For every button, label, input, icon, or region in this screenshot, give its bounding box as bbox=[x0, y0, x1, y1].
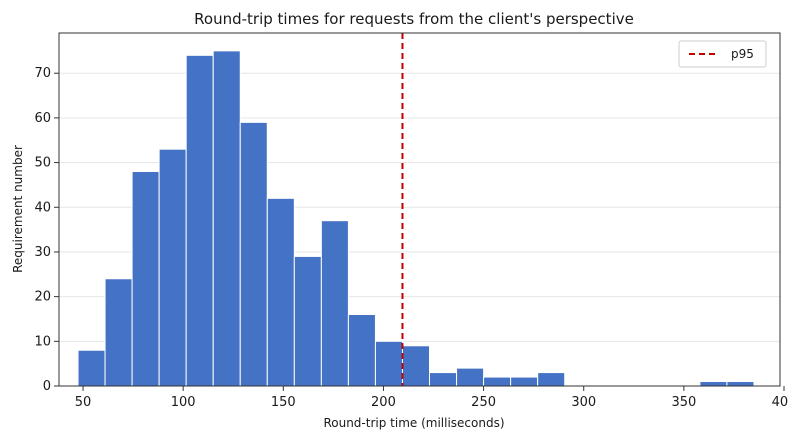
legend-label-p95: p95 bbox=[731, 47, 754, 61]
histogram-bar-2 bbox=[131, 171, 160, 387]
chart-title: Round-trip times for requests from the c… bbox=[194, 10, 634, 28]
histogram-bar-14 bbox=[456, 367, 485, 387]
y-tick-label-60: 60 bbox=[34, 111, 51, 126]
legend: p95 bbox=[678, 40, 767, 68]
legend-box bbox=[678, 40, 767, 68]
histogram-bar-3 bbox=[158, 148, 187, 387]
histogram-bar-1 bbox=[104, 278, 133, 387]
histogram-bar-17 bbox=[537, 372, 566, 387]
histogram-bar-4 bbox=[185, 54, 214, 387]
x-tick-label-200: 200 bbox=[371, 395, 396, 410]
x-tick-label-50: 50 bbox=[75, 395, 92, 410]
histogram-bar-12 bbox=[401, 345, 431, 387]
x-tick-label-350: 350 bbox=[671, 395, 696, 410]
y-tick-label-50: 50 bbox=[34, 156, 51, 171]
histogram-bar-7 bbox=[266, 197, 295, 387]
histogram-bars bbox=[77, 50, 755, 387]
histogram-bar-11 bbox=[374, 340, 403, 387]
y-tick-label-40: 40 bbox=[34, 200, 51, 215]
histogram-bar-0 bbox=[77, 349, 106, 387]
histogram-bar-15 bbox=[483, 376, 512, 387]
histogram-bar-23 bbox=[699, 381, 728, 387]
y-tick-label-20: 20 bbox=[34, 290, 51, 305]
y-tick-label-10: 10 bbox=[34, 334, 51, 349]
plot-frame bbox=[58, 32, 781, 387]
y-axis-ticks: 0 10 20 30 40 50 60 70 bbox=[34, 66, 59, 394]
histogram-bar-24 bbox=[726, 381, 755, 387]
histogram-bar-10 bbox=[347, 314, 376, 387]
histogram-bar-13 bbox=[429, 372, 458, 387]
histogram-bar-6 bbox=[239, 121, 268, 387]
x-axis-label: Round-trip time (milliseconds) bbox=[323, 416, 504, 430]
x-tick-label-150: 150 bbox=[271, 395, 296, 410]
y-tick-label-70: 70 bbox=[34, 66, 51, 81]
histogram-bar-9 bbox=[320, 220, 349, 387]
histogram-bar-8 bbox=[293, 255, 322, 387]
x-tick-label-300: 300 bbox=[571, 395, 596, 410]
x-axis-ticks: 50 100 150 200 250 300 350 400 bbox=[75, 386, 789, 410]
histogram-bar-5 bbox=[212, 50, 241, 387]
y-tick-label-30: 30 bbox=[34, 245, 51, 260]
x-tick-label-250: 250 bbox=[471, 395, 496, 410]
x-tick-label-100: 100 bbox=[171, 395, 196, 410]
y-axis-label: Requirement number bbox=[11, 145, 25, 273]
y-tick-label-0: 0 bbox=[43, 379, 51, 394]
histogram-bar-16 bbox=[510, 376, 539, 387]
x-tick-label-400: 400 bbox=[772, 395, 789, 410]
